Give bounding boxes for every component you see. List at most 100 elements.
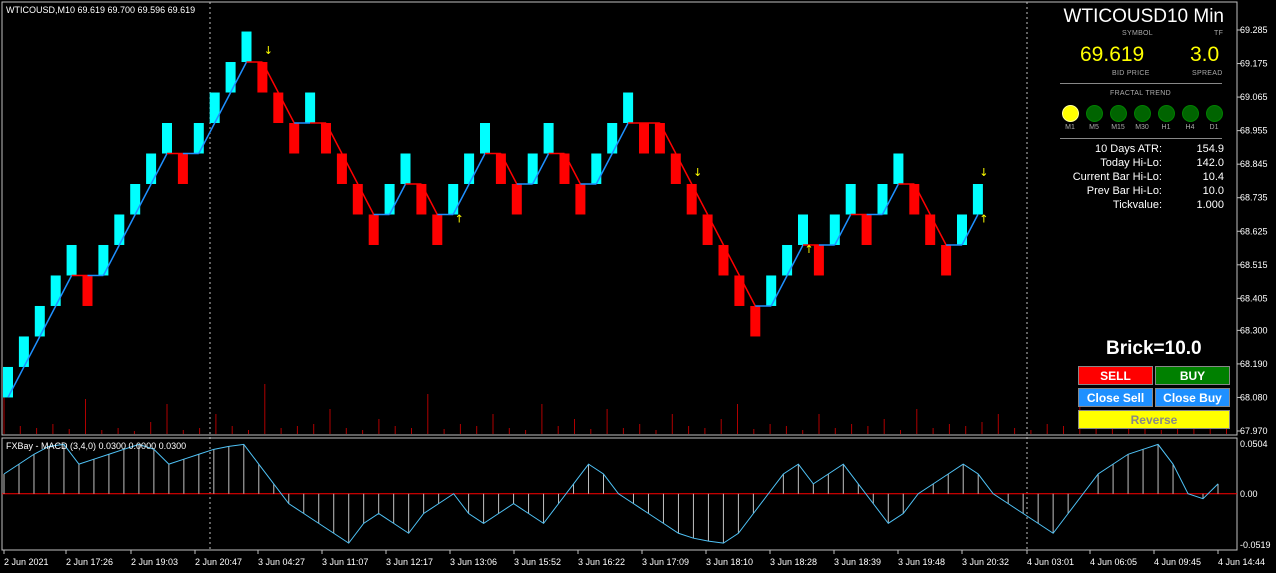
up-brick	[766, 275, 777, 306]
down-brick	[861, 214, 872, 245]
trend-segment	[39, 305, 57, 337]
up-brick	[607, 123, 618, 154]
tf-caption: TF	[1214, 30, 1224, 37]
price-tick-label: 69.065	[1240, 92, 1268, 102]
buy-button[interactable]: BUY	[1155, 366, 1230, 385]
trend-segment	[134, 183, 152, 215]
time-axis: 2 Jun 2021 2 Jun 17:26 2 Jun 19:03 2 Jun 20…	[3, 550, 1265, 567]
price-tick-label: 67.970	[1240, 426, 1268, 436]
down-arrow-icon: ↓	[693, 166, 702, 179]
down-brick	[257, 62, 268, 93]
trend-segment	[770, 275, 788, 307]
up-brick	[957, 214, 967, 245]
down-brick	[352, 183, 363, 215]
down-brick	[639, 123, 649, 154]
macd-signal-line	[3, 443, 1219, 544]
bid-price: 69.619	[1080, 43, 1145, 66]
down-brick	[909, 183, 920, 215]
trend-dot-label: H1	[1161, 124, 1171, 131]
down-brick	[941, 244, 952, 276]
main-panel-frame	[1, 1, 1238, 551]
price-tick-label: 69.285	[1240, 25, 1268, 35]
price-tick-label: 68.955	[1240, 126, 1268, 136]
trend-dot-label: M30	[1135, 124, 1149, 131]
up-brick	[464, 153, 475, 184]
down-brick	[82, 275, 93, 306]
up-brick	[400, 153, 411, 184]
trend-segment	[786, 244, 804, 276]
trend-segment	[388, 183, 407, 215]
trend-segment	[834, 214, 852, 246]
down-brick	[670, 153, 681, 184]
up-brick	[193, 123, 204, 154]
trend-segment	[452, 183, 470, 215]
down-brick	[559, 153, 570, 184]
trend-segment	[659, 122, 677, 154]
close-buy-button[interactable]: Close Buy	[1155, 388, 1230, 407]
trend-dot-m5	[1086, 105, 1103, 122]
divider	[1060, 138, 1222, 139]
trend-segment	[118, 214, 136, 246]
trend-segment	[913, 183, 931, 215]
price-tick-label: 68.300	[1240, 325, 1268, 335]
down-brick	[925, 214, 936, 245]
time-tick-label: 3 Jun 11:07	[322, 557, 368, 567]
up-brick	[384, 183, 395, 215]
spread-caption: SPREAD	[1192, 70, 1223, 77]
price-tick-label: 68.735	[1240, 193, 1268, 203]
reverse-button[interactable]: Reverse	[1078, 410, 1230, 429]
trend-line	[7, 61, 979, 398]
trend-dot-m30	[1134, 105, 1151, 122]
up-brick	[98, 244, 109, 276]
time-tick-label: 4 Jun 06:05	[1090, 557, 1137, 567]
trend-dot-label: M5	[1089, 124, 1099, 131]
time-tick-label: 2 Jun 19:03	[131, 557, 178, 567]
sell-button[interactable]: SELL	[1078, 366, 1153, 385]
price-tick-label: 68.190	[1240, 359, 1268, 369]
time-tick-label: 3 Jun 12:17	[386, 557, 433, 567]
trend-dot-label: M15	[1111, 124, 1125, 131]
up-brick	[162, 123, 172, 154]
time-tick-label: 3 Jun 18:10	[706, 557, 753, 567]
macd-tick-label: 0.00	[1240, 489, 1258, 499]
macd-tick-label: -0.0519	[1240, 540, 1271, 550]
up-brick	[845, 183, 856, 215]
up-arrow-icon: ↑	[979, 212, 988, 225]
down-brick	[750, 305, 761, 337]
trend-dot-label: M1	[1065, 124, 1075, 131]
down-brick	[273, 92, 284, 124]
time-tick-label: 2 Jun 2021	[4, 557, 49, 567]
up-brick	[591, 153, 602, 184]
stat-label: 10 Days ATR:	[1094, 143, 1162, 155]
time-tick-label: 3 Jun 15:52	[514, 557, 561, 567]
trend-segment	[691, 183, 709, 215]
macd-header: FXBay - MACD (3,4,0) 0.0300 0.0000 0.030…	[6, 441, 186, 451]
trend-dot-m15	[1110, 105, 1127, 122]
fractal-arrows: ↓ ↑ ↓ ↑ ↓ ↑	[264, 44, 989, 256]
trend-segment	[595, 153, 613, 185]
down-arrow-icon: ↓	[979, 166, 988, 179]
stat-value: 1.000	[1196, 199, 1224, 211]
price-tick-label: 68.625	[1240, 226, 1268, 236]
trend-segment	[277, 92, 295, 124]
price-tick-label: 69.175	[1240, 59, 1268, 69]
trend-segment	[102, 244, 120, 276]
trend-segment	[532, 153, 550, 185]
price-axis: 69.285 69.175 69.065 68.955 68.845 68.735 68.6…	[1237, 25, 1268, 436]
up-brick	[305, 92, 316, 124]
time-tick-label: 3 Jun 18:39	[834, 557, 881, 567]
stat-label: Today Hi-Lo:	[1100, 157, 1162, 169]
renko-bricks[interactable]	[3, 31, 983, 398]
fractal-caption: FRACTAL TREND	[1110, 90, 1171, 97]
price-tick-label: 68.080	[1240, 392, 1268, 402]
down-brick	[321, 123, 331, 154]
trend-segment	[706, 214, 725, 246]
close-sell-button[interactable]: Close Sell	[1078, 388, 1153, 407]
time-tick-label: 3 Jun 16:22	[578, 557, 625, 567]
down-brick	[686, 183, 697, 215]
up-arrow-icon: ↑	[804, 243, 813, 256]
trend-segment	[929, 214, 947, 246]
down-brick	[432, 214, 443, 245]
time-tick-label: 3 Jun 13:06	[450, 557, 497, 567]
time-tick-label: 3 Jun 18:28	[770, 557, 817, 567]
